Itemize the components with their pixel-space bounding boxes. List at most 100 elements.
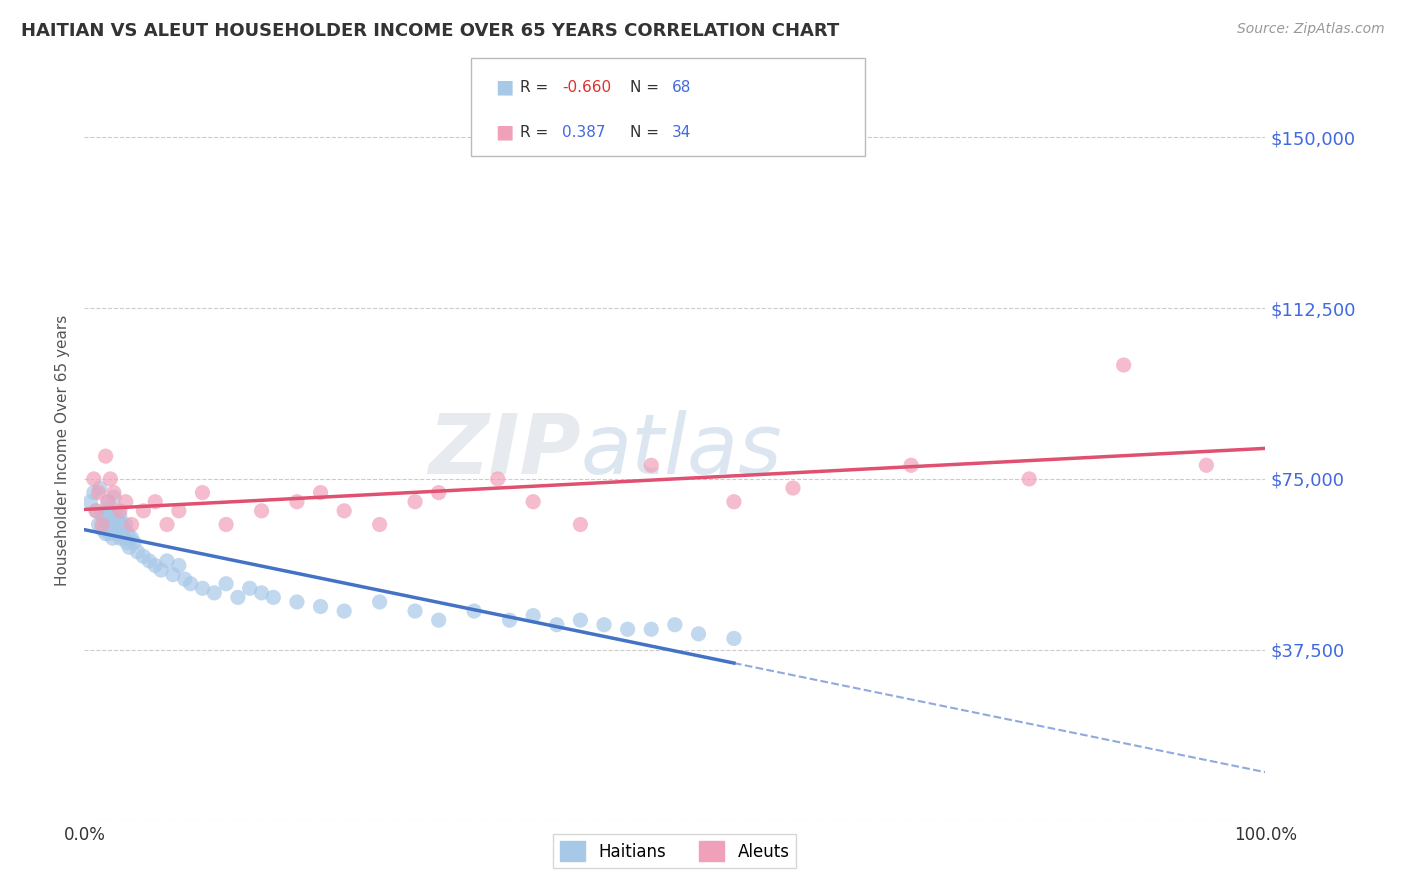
Point — [87, 517, 110, 532]
Point — [250, 586, 273, 600]
Point — [122, 535, 145, 549]
Text: HAITIAN VS ALEUT HOUSEHOLDER INCOME OVER 65 YEARS CORRELATION CHART: HAITIAN VS ALEUT HOUSEHOLDER INCOME OVER… — [21, 22, 839, 40]
Point — [156, 554, 179, 568]
Point — [83, 485, 105, 500]
Text: Source: ZipAtlas.com: Source: ZipAtlas.com — [1237, 22, 1385, 37]
Point — [127, 545, 149, 559]
Point — [404, 494, 426, 508]
Point — [723, 494, 745, 508]
Point — [91, 517, 114, 532]
Point — [156, 517, 179, 532]
Point — [498, 613, 520, 627]
Point — [309, 485, 332, 500]
Point — [121, 531, 143, 545]
Point — [91, 522, 114, 536]
Point — [900, 458, 922, 473]
Point — [226, 591, 249, 605]
Point — [463, 604, 485, 618]
Text: ■: ■ — [495, 122, 513, 142]
Point — [404, 604, 426, 618]
Point — [132, 504, 155, 518]
Point — [94, 449, 117, 463]
Point — [114, 531, 136, 545]
Point — [522, 494, 544, 508]
Point — [108, 504, 131, 518]
Point — [688, 627, 710, 641]
Point — [202, 586, 225, 600]
Point — [132, 549, 155, 564]
Point — [427, 613, 450, 627]
Point — [262, 591, 284, 605]
Point — [83, 472, 105, 486]
Point — [640, 458, 662, 473]
Point — [103, 517, 125, 532]
Text: atlas: atlas — [581, 410, 782, 491]
Point — [1112, 358, 1135, 372]
Point — [191, 582, 214, 596]
Point — [1195, 458, 1218, 473]
Text: R =: R = — [520, 125, 554, 139]
Point — [309, 599, 332, 614]
Point — [167, 504, 190, 518]
Point — [239, 582, 262, 596]
Point — [108, 531, 131, 545]
Point — [103, 490, 125, 504]
Y-axis label: Householder Income Over 65 years: Householder Income Over 65 years — [55, 315, 70, 586]
Point — [97, 517, 120, 532]
Point — [110, 517, 132, 532]
Point — [98, 526, 121, 541]
Text: 34: 34 — [672, 125, 692, 139]
Text: 0.387: 0.387 — [562, 125, 606, 139]
Point — [98, 508, 121, 523]
Point — [89, 481, 111, 495]
Point — [215, 517, 238, 532]
Text: ■: ■ — [495, 78, 513, 97]
Point — [115, 535, 138, 549]
Point — [180, 576, 202, 591]
Point — [486, 472, 509, 486]
Point — [107, 526, 129, 541]
Point — [96, 504, 118, 518]
Point — [723, 632, 745, 646]
Point — [368, 517, 391, 532]
Point — [107, 513, 129, 527]
Text: N =: N = — [630, 125, 664, 139]
Point — [569, 517, 592, 532]
Point — [143, 558, 166, 573]
Point — [546, 617, 568, 632]
Point — [98, 472, 121, 486]
Point — [150, 563, 173, 577]
Point — [569, 613, 592, 627]
Point — [285, 494, 308, 508]
Point — [640, 622, 662, 636]
Point — [143, 494, 166, 508]
Legend: Haitians, Aleuts: Haitians, Aleuts — [554, 834, 796, 868]
Point — [114, 517, 136, 532]
Point — [138, 554, 160, 568]
Point — [368, 595, 391, 609]
Text: N =: N = — [630, 80, 664, 95]
Point — [114, 494, 136, 508]
Point — [664, 617, 686, 632]
Point — [333, 504, 356, 518]
Text: 68: 68 — [672, 80, 692, 95]
Point — [100, 522, 122, 536]
Point — [105, 522, 128, 536]
Point — [97, 494, 120, 508]
Point — [427, 485, 450, 500]
Point — [91, 508, 114, 523]
Point — [285, 595, 308, 609]
Point — [118, 541, 141, 555]
Point — [522, 608, 544, 623]
Point — [162, 567, 184, 582]
Point — [593, 617, 616, 632]
Text: -0.660: -0.660 — [562, 80, 612, 95]
Point — [173, 572, 195, 586]
Point — [97, 494, 120, 508]
Point — [104, 504, 127, 518]
Point — [333, 604, 356, 618]
Point — [84, 504, 107, 518]
Point — [121, 517, 143, 532]
Text: R =: R = — [520, 80, 554, 95]
Point — [1018, 472, 1040, 486]
